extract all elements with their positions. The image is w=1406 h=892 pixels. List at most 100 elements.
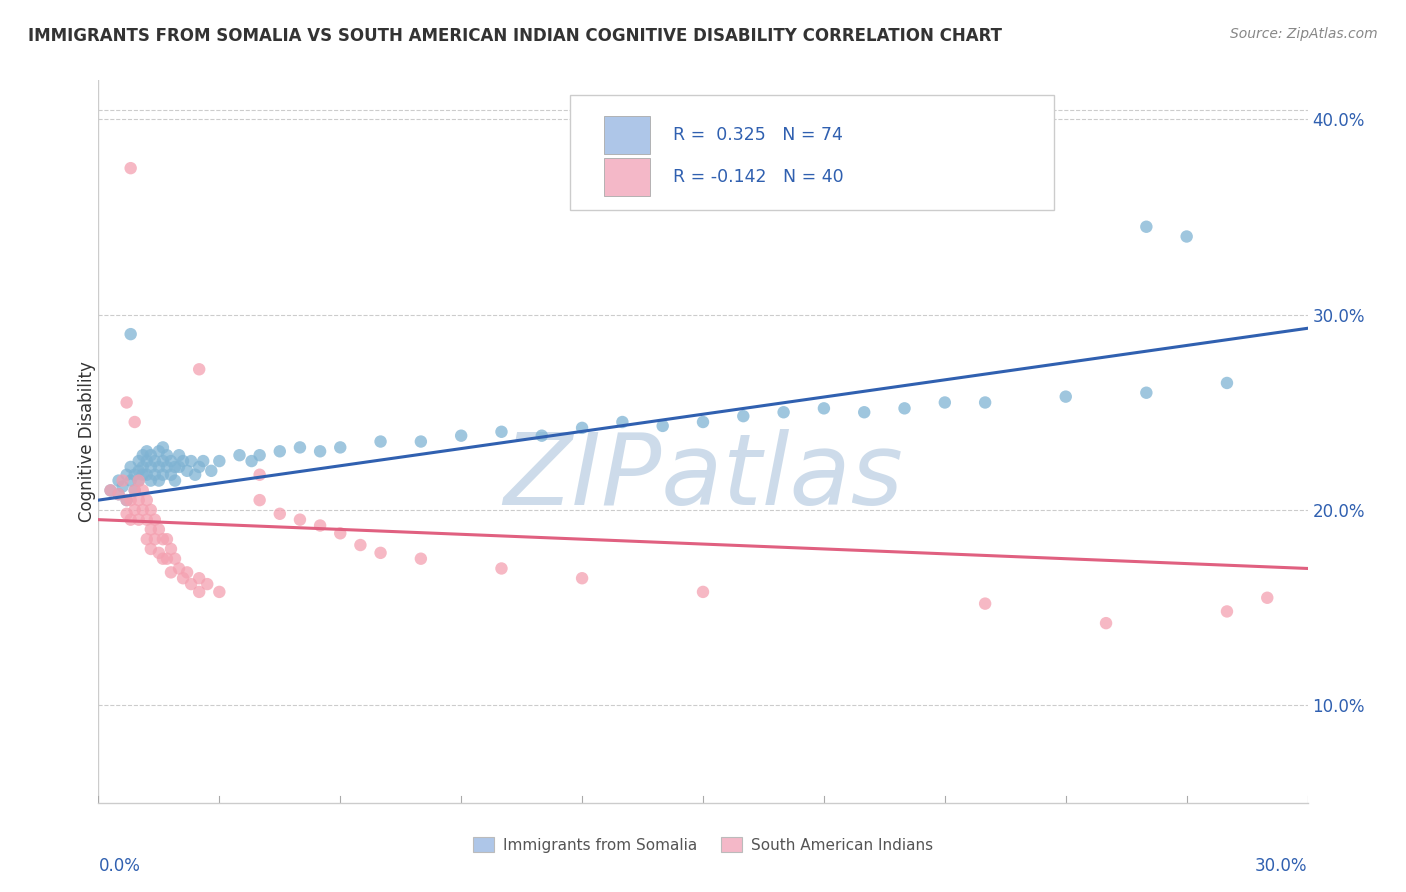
Point	[124, 415, 146, 429]
Point	[1175, 229, 1198, 244]
Point	[143, 454, 166, 468]
Point	[176, 464, 198, 478]
Point	[132, 503, 155, 517]
Text: R =  0.325   N = 74: R = 0.325 N = 74	[673, 126, 842, 145]
Point	[934, 395, 956, 409]
Point	[124, 503, 146, 517]
Point	[120, 474, 142, 488]
Point	[249, 448, 271, 462]
Point	[288, 441, 311, 455]
Point	[180, 454, 202, 468]
Point	[409, 551, 432, 566]
Point	[180, 577, 202, 591]
Point	[692, 415, 714, 429]
Point	[1216, 376, 1239, 390]
Point	[288, 513, 311, 527]
Point	[651, 418, 673, 433]
Point	[107, 474, 129, 488]
Point	[132, 483, 155, 498]
Point	[491, 425, 513, 439]
Point	[111, 479, 134, 493]
Point	[188, 362, 211, 376]
Point	[163, 551, 186, 566]
Point	[733, 409, 755, 424]
Text: R = -0.142   N = 40: R = -0.142 N = 40	[673, 168, 844, 186]
Point	[163, 474, 186, 488]
Point	[491, 561, 513, 575]
Point	[132, 448, 155, 462]
Point	[132, 459, 155, 474]
Point	[143, 513, 166, 527]
Point	[135, 532, 157, 546]
Point	[571, 571, 593, 585]
Point	[813, 401, 835, 416]
Point	[167, 448, 190, 462]
Point	[240, 454, 263, 468]
Point	[163, 459, 186, 474]
Point	[152, 532, 174, 546]
Point	[612, 415, 634, 429]
Text: 30.0%: 30.0%	[1256, 857, 1308, 875]
Point	[974, 395, 997, 409]
Point	[269, 507, 291, 521]
Point	[853, 405, 876, 419]
Point	[195, 577, 218, 591]
Point	[172, 571, 194, 585]
Point	[115, 493, 138, 508]
Point	[124, 483, 146, 498]
Point	[100, 483, 122, 498]
Point	[120, 513, 142, 527]
Point	[370, 434, 392, 449]
Point	[160, 541, 183, 556]
Point	[148, 459, 170, 474]
Point	[148, 474, 170, 488]
Point	[188, 571, 211, 585]
Point	[409, 434, 432, 449]
Point	[228, 448, 250, 462]
Point	[128, 513, 150, 527]
Text: Source: ZipAtlas.com: Source: ZipAtlas.com	[1230, 27, 1378, 41]
Point	[692, 585, 714, 599]
Point	[128, 493, 150, 508]
Legend: Immigrants from Somalia, South American Indians: Immigrants from Somalia, South American …	[465, 829, 941, 860]
Text: IMMIGRANTS FROM SOMALIA VS SOUTH AMERICAN INDIAN COGNITIVE DISABILITY CORRELATIO: IMMIGRANTS FROM SOMALIA VS SOUTH AMERICA…	[28, 27, 1002, 45]
Point	[772, 405, 794, 419]
Point	[193, 454, 215, 468]
Point	[135, 513, 157, 527]
Point	[269, 444, 291, 458]
Point	[135, 444, 157, 458]
FancyBboxPatch shape	[603, 116, 650, 154]
Point	[974, 597, 997, 611]
Point	[176, 566, 198, 580]
Point	[208, 585, 231, 599]
Point	[148, 523, 170, 537]
Point	[139, 503, 162, 517]
Point	[571, 421, 593, 435]
Point	[139, 523, 162, 537]
Point	[139, 474, 162, 488]
Point	[128, 464, 150, 478]
Point	[188, 459, 211, 474]
Point	[156, 448, 179, 462]
Point	[156, 459, 179, 474]
Point	[148, 546, 170, 560]
Point	[139, 448, 162, 462]
Point	[1216, 604, 1239, 618]
Point	[370, 546, 392, 560]
Point	[156, 551, 179, 566]
Point	[349, 538, 371, 552]
Point	[152, 441, 174, 455]
Point	[188, 585, 211, 599]
Point	[120, 327, 142, 342]
Point	[124, 483, 146, 498]
Point	[1054, 390, 1077, 404]
Point	[128, 474, 150, 488]
Point	[329, 441, 352, 455]
Point	[132, 467, 155, 482]
Point	[152, 467, 174, 482]
Point	[100, 483, 122, 498]
Text: ZIPatlas: ZIPatlas	[503, 429, 903, 526]
Point	[450, 428, 472, 442]
Point	[160, 454, 183, 468]
Point	[120, 161, 142, 176]
